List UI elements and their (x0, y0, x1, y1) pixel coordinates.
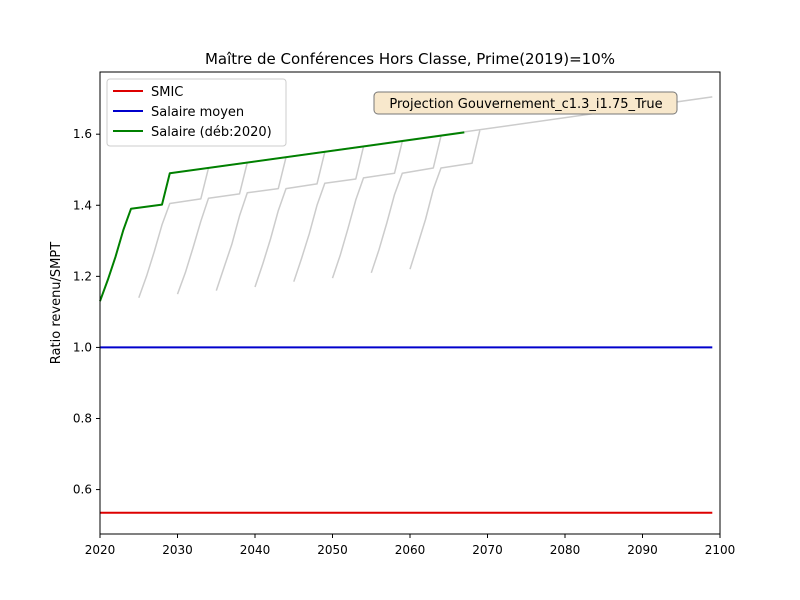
background-line-4 (254, 151, 326, 288)
legend-frame (106, 78, 287, 147)
background-line-5 (293, 146, 365, 282)
plot-area (100, 72, 720, 534)
x-tick-label: 2070 (472, 543, 503, 557)
y-axis: 0.6 0.8 1.0 1.2 1.4 1.6 (73, 127, 100, 497)
y-tick-label: 0.8 (73, 412, 92, 426)
background-line-2 (176, 162, 249, 295)
y-tick-label: 1.4 (73, 198, 92, 212)
legend: SMIC Salaire moyen Salaire (déb:2020) (106, 78, 287, 147)
background-line-7 (370, 135, 442, 274)
legend-label-smic: SMIC (151, 85, 183, 100)
x-axis: 2020 2030 2040 2050 2060 2070 2080 2090 2100 (85, 534, 736, 557)
x-tick-label: 2090 (627, 543, 658, 557)
y-tick-label: 1.0 (73, 340, 92, 354)
x-tick-label: 2100 (705, 543, 736, 557)
series-line-salaire-d-b-2020 (99, 131, 465, 302)
background-line-6 (331, 141, 404, 279)
x-tick-label: 2040 (240, 543, 271, 557)
chart-title: Maître de Conférences Hors Classe, Prime… (205, 50, 615, 68)
background-series-group (138, 96, 713, 298)
legend-label-salaire-deb: Salaire (déb:2020) (151, 125, 272, 140)
legend-label-salaire-moyen: Salaire moyen (151, 105, 244, 120)
y-axis-label: Ratio revenu/SMPT (49, 242, 64, 364)
background-line-3 (215, 157, 287, 291)
x-tick-label: 2060 (395, 543, 426, 557)
annotation-text: Projection Gouvernement_c1.3_i1.75_True (389, 97, 662, 112)
y-tick-label: 1.2 (73, 269, 92, 283)
background-line-1 (138, 96, 713, 298)
y-tick-label: 1.6 (73, 127, 92, 141)
x-tick-label: 2020 (85, 543, 116, 557)
x-tick-label: 2050 (317, 543, 348, 557)
y-tick-label: 0.6 (73, 483, 92, 497)
x-tick-label: 2080 (550, 543, 581, 557)
annotation-frame (373, 91, 678, 115)
x-tick-label: 2030 (162, 543, 193, 557)
annotation-box: Projection Gouvernement_c1.3_i1.75_True (373, 91, 678, 115)
series-group (99, 131, 713, 514)
background-line-8 (409, 130, 481, 270)
